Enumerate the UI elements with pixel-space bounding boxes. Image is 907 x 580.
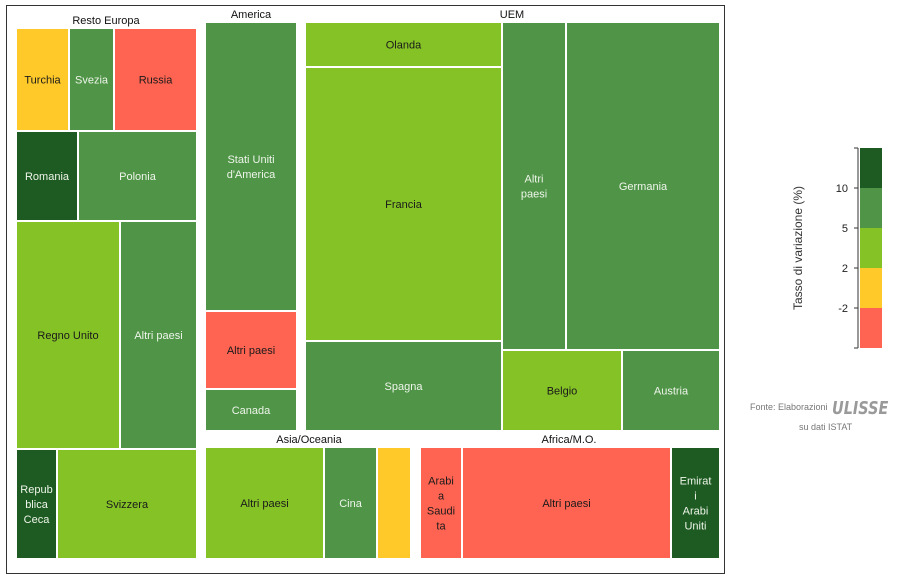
treemap-label-1-0: Stati Uniti d'America: [227, 154, 276, 181]
treemap-label-2-6: Austria: [654, 386, 689, 398]
treemap-label-2-0: Olanda: [386, 40, 422, 52]
treemap-frame: Resto Europa Turchia Svezia Russia Romania Po…: [6, 5, 725, 574]
treemap-label-2-5: Belgio: [547, 386, 578, 398]
treemap-label-2-4: Germania: [619, 181, 668, 193]
legend-swatch-4: [860, 308, 882, 348]
source-label: Fonte: Elaborazioni: [750, 402, 828, 412]
treemap-cell-0-8[interactable]: [58, 450, 196, 558]
legend-tick-label-2: 2: [842, 263, 848, 275]
treemap-label-0-4: Polonia: [119, 171, 157, 183]
treemap-cell-1-1[interactable]: [206, 312, 296, 388]
legend-tick-label-1: 5: [842, 223, 848, 235]
treemap-cell-3-0[interactable]: [206, 448, 323, 558]
treemap-label-4-1: Altri paesi: [542, 498, 590, 510]
legend-swatch-2: [860, 228, 882, 268]
treemap-cell-2-2[interactable]: [306, 342, 501, 430]
group-header-2: UEM: [500, 9, 524, 21]
treemap-label-0-6: Altri paesi: [134, 330, 182, 342]
treemap-label-3-0: Altri paesi: [240, 498, 288, 510]
legend-title: Tasso di variazione (%): [791, 186, 805, 310]
legend-swatch-1: [860, 188, 882, 228]
treemap-cell-0-2[interactable]: [115, 29, 196, 130]
treemap-cell-2-3[interactable]: [503, 23, 565, 349]
treemap-label-0-0: Turchia: [24, 75, 61, 87]
treemap-label-4-0: Arabi a Saudi ta: [427, 476, 455, 533]
treemap-cell-4-1[interactable]: [463, 448, 670, 558]
group-header-0: Resto Europa: [72, 15, 140, 27]
treemap-cell-1-2[interactable]: [206, 390, 296, 430]
legend-swatch-0: [860, 148, 882, 188]
treemap-cell-0-1[interactable]: [70, 29, 113, 130]
source-note: Fonte: Elaborazioni ULISSE su dati ISTAT: [735, 398, 900, 438]
legend-tick-label-0: 10: [836, 183, 848, 195]
treemap-cell-0-7[interactable]: [17, 450, 56, 558]
treemap-cell-2-4[interactable]: [567, 23, 719, 349]
treemap-label-2-3: Altri paesi: [521, 174, 547, 201]
treemap-cell-0-6[interactable]: [121, 222, 196, 448]
group-header-1: America: [231, 9, 272, 21]
legend-swatch-3: [860, 268, 882, 308]
legend-tick-label-3: -2: [838, 303, 848, 315]
source-sub: su dati ISTAT: [799, 422, 853, 432]
treemap-label-2-1: Francia: [385, 199, 423, 211]
treemap-label-0-5: Regno Unito: [37, 330, 98, 342]
treemap-label-3-1: Cina: [339, 498, 363, 510]
treemap-label-1-2: Canada: [232, 405, 271, 417]
treemap-label-0-1: Svezia: [75, 75, 109, 87]
treemap-label-0-8: Svizzera: [106, 499, 149, 511]
treemap-label-2-2: Spagna: [385, 381, 424, 393]
treemap-label-4-2: Emirat i Arabi Uniti: [680, 476, 712, 533]
treemap-label-1-1: Altri paesi: [227, 345, 275, 357]
treemap: Resto Europa Turchia Svezia Russia Romania Po…: [17, 9, 719, 558]
treemap-cell-3-2[interactable]: [378, 448, 410, 558]
group-header-4: Africa/M.O.: [541, 434, 596, 446]
treemap-cell-2-1[interactable]: [306, 68, 501, 340]
treemap-cell-2-0[interactable]: [306, 23, 501, 66]
ulisse-logo: ULISSE: [832, 398, 889, 419]
group-header-3: Asia/Oceania: [276, 434, 342, 446]
treemap-cell-3-1[interactable]: [325, 448, 376, 558]
treemap-label-0-2: Russia: [139, 75, 174, 87]
treemap-cell-2-5[interactable]: [503, 351, 621, 430]
treemap-cell-0-5[interactable]: [17, 222, 119, 448]
treemap-label-0-7: Repub blica Ceca: [20, 484, 52, 526]
treemap-cell-2-6[interactable]: [623, 351, 719, 430]
treemap-cell-0-4[interactable]: [79, 132, 196, 220]
treemap-cell-4-0[interactable]: [421, 448, 461, 558]
treemap-cell-1-0[interactable]: [206, 23, 296, 310]
treemap-cell-4-2[interactable]: [672, 448, 719, 558]
color-legend: 10 5 2 -2 Tasso di variazione (%): [791, 147, 882, 349]
treemap-cell-0-0[interactable]: [17, 29, 68, 130]
treemap-label-0-3: Romania: [25, 171, 70, 183]
treemap-cell-0-3[interactable]: [17, 132, 77, 220]
